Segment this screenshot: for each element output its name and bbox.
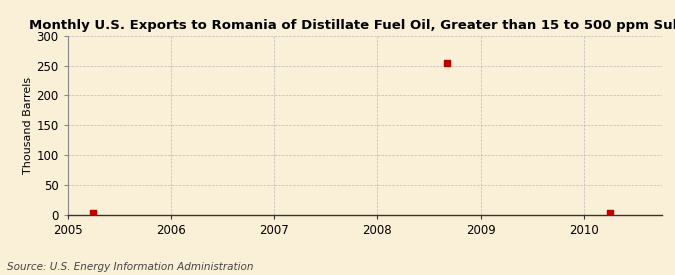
Point bbox=[604, 211, 615, 215]
Title: Monthly U.S. Exports to Romania of Distillate Fuel Oil, Greater than 15 to 500 p: Monthly U.S. Exports to Romania of Disti… bbox=[30, 19, 675, 32]
Point bbox=[441, 60, 452, 65]
Y-axis label: Thousand Barrels: Thousand Barrels bbox=[24, 76, 34, 174]
Point bbox=[88, 211, 99, 215]
Text: Source: U.S. Energy Information Administration: Source: U.S. Energy Information Administ… bbox=[7, 262, 253, 272]
